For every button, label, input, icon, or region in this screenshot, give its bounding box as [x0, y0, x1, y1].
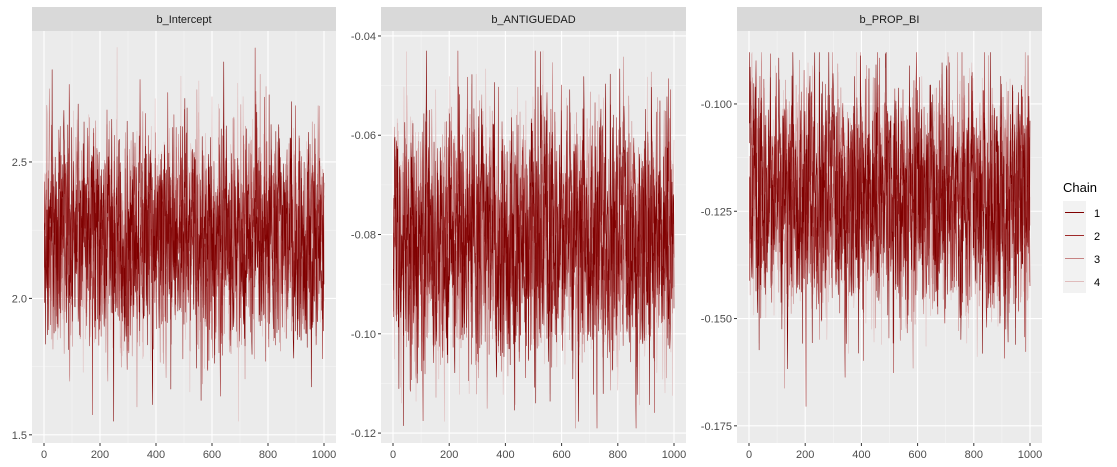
- y-tick-label: -0.12: [351, 428, 376, 440]
- x-tick-label: 0: [390, 449, 396, 461]
- panel-b_Intercept: b_Intercept 0 200 400 600 800 1000 1.5 2.0 2.5: [12, 7, 336, 461]
- y-tick-label: -0.06: [351, 130, 376, 142]
- x-tick-label: 800: [609, 449, 627, 461]
- y-tick-label: -0.10: [351, 329, 376, 341]
- trace-line-chain-1: [393, 50, 675, 426]
- y-tick-label: -0.04: [351, 31, 376, 43]
- x-tick-label: 200: [440, 449, 458, 461]
- legend-label: 2: [1094, 231, 1100, 243]
- legend-label: 3: [1094, 254, 1100, 266]
- panel-b_PROP_BI: b_PROP_BI 0 200 400 600 800 1000 -0.175 -0.150 -0…: [701, 7, 1042, 461]
- y-tick-label: 2.5: [12, 157, 27, 169]
- panel-b_ANTIGUEDAD: b_ANTIGUEDAD 0 200 400 600 800 1000 -0.12 -0.10 -…: [351, 7, 686, 461]
- trace-line-chain-1: [749, 52, 1031, 369]
- x-tick-label: 600: [908, 449, 926, 461]
- x-tick-label: 400: [852, 449, 870, 461]
- panel-title: b_PROP_BI: [860, 14, 920, 26]
- x-tick-label: 800: [965, 449, 983, 461]
- x-tick-label: 400: [496, 449, 514, 461]
- y-tick-label: -0.125: [701, 206, 732, 218]
- x-tick-label: 1000: [662, 449, 686, 461]
- y-tick-label: -0.100: [701, 99, 732, 111]
- trace-line-chain-1: [44, 61, 325, 422]
- x-tick-label: 200: [91, 449, 109, 461]
- x-tick-label: 1000: [1018, 449, 1042, 461]
- y-tick-label: -0.08: [351, 230, 376, 242]
- x-tick-label: 400: [147, 449, 165, 461]
- strip-background: [32, 7, 336, 31]
- y-tick-label: -0.175: [701, 421, 732, 433]
- y-tick-label: 1.5: [12, 430, 27, 442]
- x-tick-label: 800: [259, 449, 277, 461]
- legend-title: Chain: [1063, 180, 1097, 195]
- strip-background: [737, 7, 1042, 31]
- x-tick-label: 600: [552, 449, 570, 461]
- x-tick-label: 1000: [312, 449, 336, 461]
- legend-label: 1: [1094, 208, 1100, 220]
- x-tick-label: 0: [746, 449, 752, 461]
- strip-background: [381, 7, 686, 31]
- y-tick-label: -0.150: [701, 314, 732, 326]
- panel-title: b_Intercept: [156, 14, 211, 26]
- x-tick-label: 200: [796, 449, 814, 461]
- legend: Chain 1 2 3 4: [1063, 180, 1100, 293]
- panel-title: b_ANTIGUEDAD: [491, 14, 575, 26]
- x-tick-label: 0: [41, 449, 47, 461]
- y-tick-label: 2.0: [12, 293, 27, 305]
- x-tick-label: 600: [203, 449, 221, 461]
- legend-label: 4: [1094, 277, 1100, 289]
